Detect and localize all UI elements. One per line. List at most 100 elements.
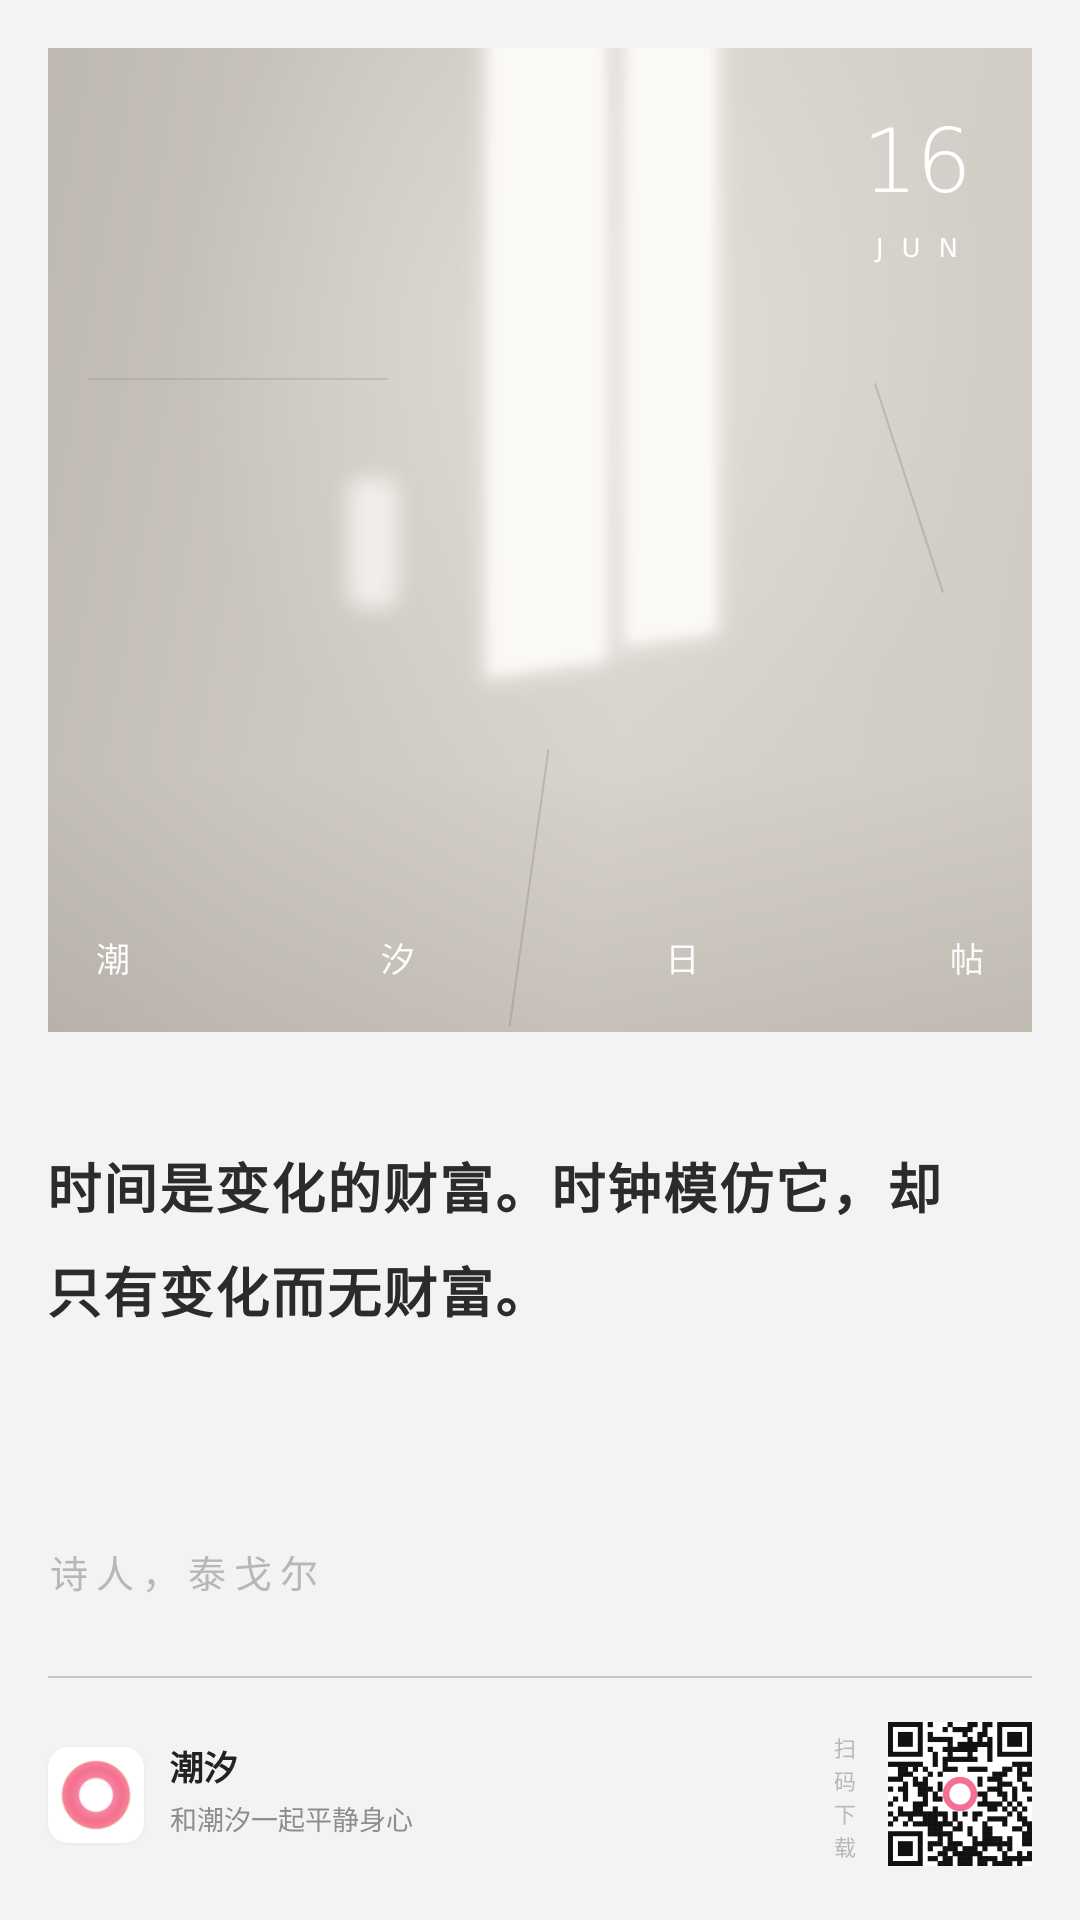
- qr-module: [1022, 1841, 1028, 1847]
- qr-module: [967, 1736, 973, 1743]
- qr-module: [967, 1846, 973, 1852]
- qr-module: [1007, 1856, 1013, 1862]
- qr-module: [1022, 1781, 1028, 1787]
- qr-module: [992, 1806, 998, 1812]
- qr-module: [967, 1826, 973, 1832]
- qr-module: [992, 1816, 998, 1822]
- tide-app-icon: [48, 1747, 144, 1843]
- qr-module: [952, 1826, 958, 1832]
- qr-module: [967, 1746, 973, 1752]
- qr-module: [917, 1806, 923, 1812]
- qr-module: [972, 1741, 978, 1748]
- qr-module: [947, 1861, 953, 1866]
- qr-module: [897, 1761, 904, 1767]
- qr-module: [1002, 1841, 1008, 1847]
- qr-module: [952, 1816, 958, 1822]
- qr-module: [987, 1746, 993, 1752]
- qr-module: [972, 1756, 978, 1762]
- qr-module: [967, 1766, 973, 1772]
- qr-module: [927, 1786, 933, 1792]
- qr-module: [952, 1841, 958, 1847]
- qr-module: [937, 1826, 943, 1832]
- qr-module: [1027, 1821, 1032, 1827]
- light-beam: [488, 48, 606, 677]
- qr-module: [927, 1722, 933, 1728]
- qr-module: [1017, 1811, 1023, 1817]
- qr-module: [962, 1746, 968, 1752]
- qr-module: [947, 1841, 953, 1847]
- qr-module: [952, 1811, 958, 1817]
- qr-module: [1012, 1826, 1018, 1832]
- qr-module: [997, 1771, 1003, 1777]
- qr-module: [962, 1726, 968, 1733]
- qr-module: [972, 1816, 978, 1822]
- qr-module: [957, 1861, 963, 1866]
- qr-module: [1002, 1816, 1008, 1822]
- qr-module: [1012, 1791, 1018, 1797]
- qr-module: [1002, 1796, 1008, 1802]
- qr-module: [1027, 1851, 1032, 1857]
- qr-module: [922, 1766, 928, 1772]
- qr-module: [977, 1731, 983, 1738]
- qr-module: [902, 1821, 909, 1827]
- qr-module: [982, 1826, 988, 1832]
- qr-module: [922, 1801, 928, 1807]
- qr-module: [982, 1731, 988, 1738]
- qr-module: [937, 1851, 943, 1857]
- qr-module: [982, 1821, 988, 1827]
- app-name: 潮汐: [170, 1749, 238, 1789]
- qr-module: [982, 1831, 988, 1837]
- qr-module: [907, 1816, 914, 1822]
- qr-module: [917, 1791, 923, 1797]
- qr-module: [942, 1756, 948, 1762]
- qr-module: [917, 1786, 923, 1792]
- qr-module: [947, 1736, 953, 1743]
- brand-char: 日: [665, 941, 700, 981]
- qr-module: [937, 1781, 943, 1787]
- qr-module: [902, 1796, 909, 1802]
- qr-module: [907, 1761, 914, 1767]
- qr-module: [982, 1841, 988, 1847]
- qr-module: [977, 1851, 983, 1857]
- qr-module: [942, 1766, 948, 1772]
- qr-module: [917, 1821, 923, 1827]
- qr-module: [1017, 1851, 1023, 1857]
- qr-module: [987, 1831, 993, 1837]
- qr-module: [967, 1756, 973, 1762]
- qr-module: [1017, 1816, 1023, 1822]
- qr-module: [912, 1781, 918, 1787]
- qr-module: [1027, 1856, 1032, 1862]
- qr-module: [1022, 1761, 1028, 1767]
- qr-module: [937, 1771, 943, 1777]
- qr-module: [972, 1722, 978, 1728]
- qr-module: [927, 1846, 933, 1852]
- qr-module: [922, 1781, 928, 1787]
- qr-module: [1022, 1816, 1028, 1822]
- qr-code[interactable]: [888, 1722, 1032, 1866]
- divider: [48, 1676, 1032, 1678]
- qr-module: [1027, 1761, 1032, 1767]
- qr-module: [1002, 1791, 1008, 1797]
- qr-module: [977, 1776, 983, 1782]
- qr-module: [942, 1736, 948, 1743]
- qr-module: [942, 1816, 948, 1822]
- qr-module: [997, 1836, 1003, 1842]
- qr-module: [922, 1816, 928, 1822]
- qr-module: [937, 1821, 943, 1827]
- qr-module: [937, 1841, 943, 1847]
- qr-module: [1017, 1826, 1023, 1832]
- brand-char: 潮: [96, 941, 130, 981]
- qr-module: [927, 1731, 933, 1738]
- qr-module: [912, 1811, 918, 1817]
- qr-module: [1012, 1856, 1018, 1862]
- qr-module: [932, 1756, 938, 1762]
- qr-module: [977, 1781, 983, 1787]
- light-beam: [626, 48, 716, 645]
- qr-module: [947, 1836, 953, 1842]
- qr-module: [912, 1821, 918, 1827]
- qr-module: [902, 1781, 909, 1787]
- qr-module: [907, 1811, 914, 1817]
- qr-module: [967, 1722, 973, 1728]
- qr-module: [912, 1801, 918, 1807]
- qr-module: [1027, 1771, 1032, 1777]
